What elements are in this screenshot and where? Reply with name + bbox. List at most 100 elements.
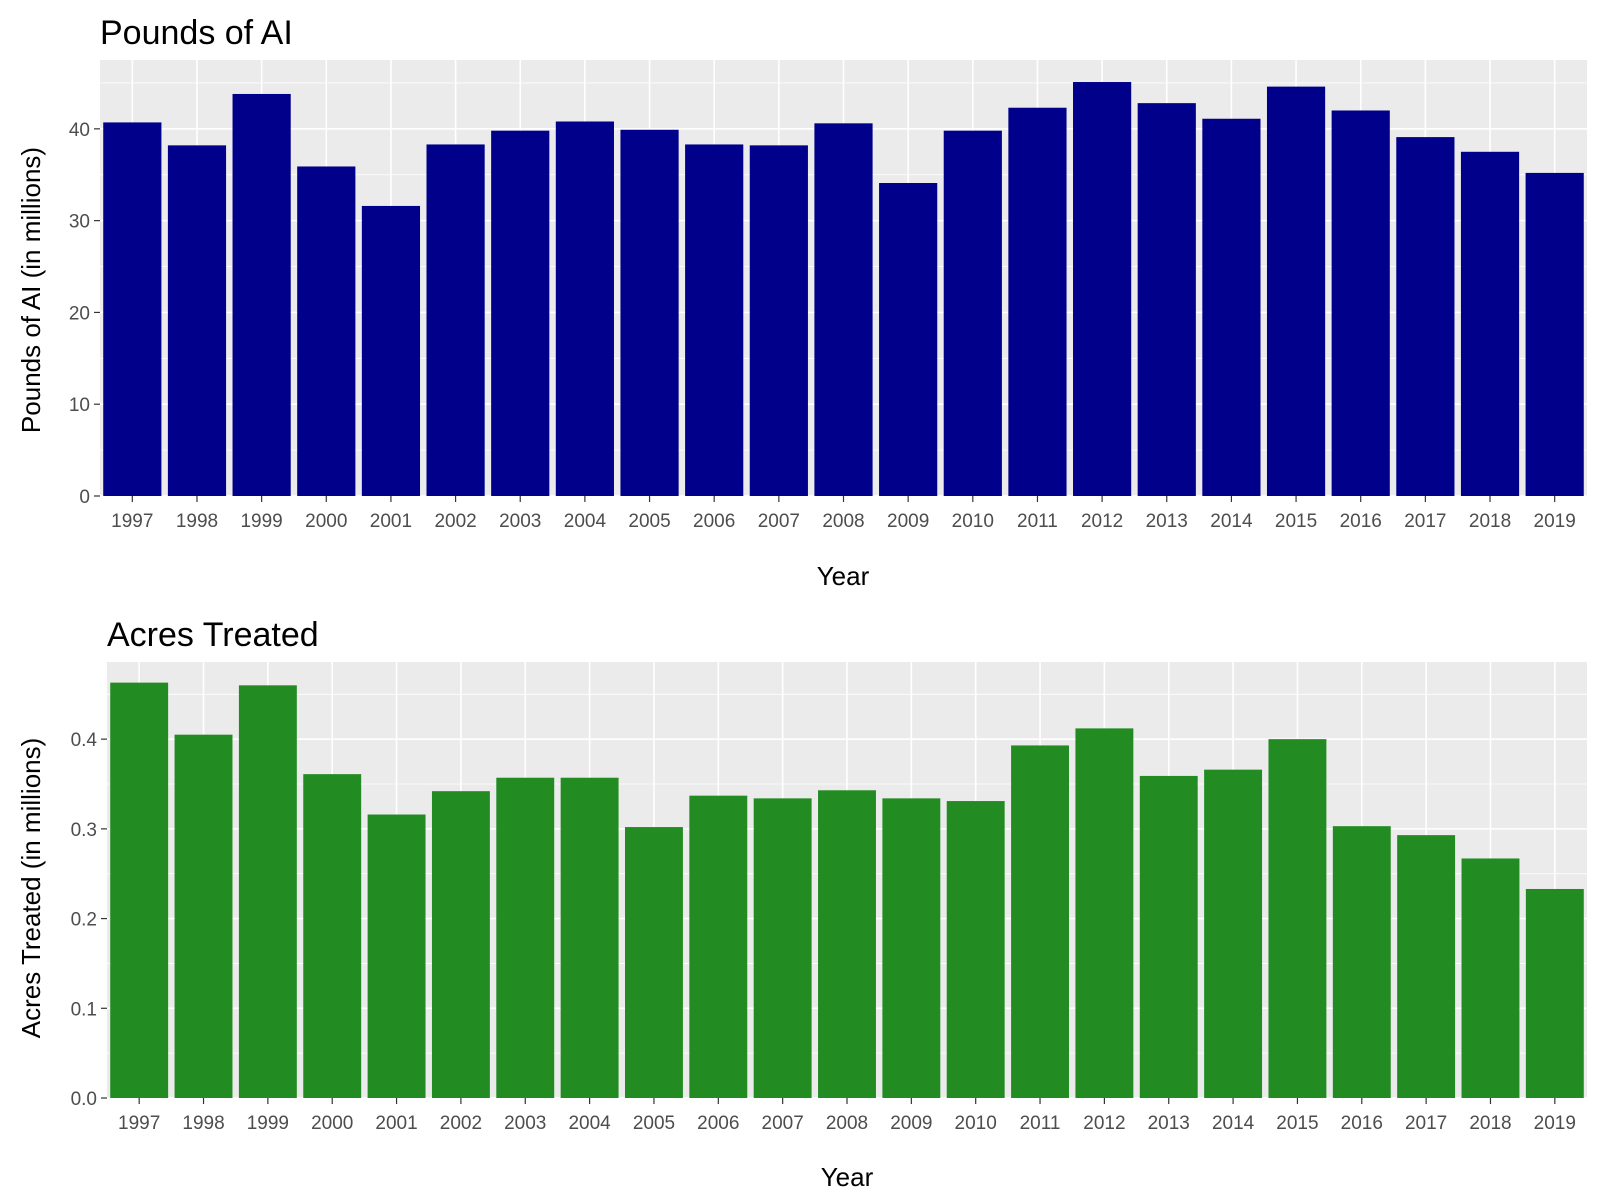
y-axis: 0.0 0.1 0.2 0.3 0.4 — [71, 730, 107, 1110]
bars — [103, 82, 1584, 497]
y-axis: 0 10 20 30 40 — [69, 120, 100, 508]
x-tick-label: 2019 — [1534, 511, 1576, 532]
x-tick-label: 2013 — [1148, 1113, 1190, 1134]
bar-2011 — [1011, 745, 1069, 1098]
bar-2014 — [1202, 118, 1261, 496]
x-tick-label: 2012 — [1083, 1113, 1125, 1134]
x-tick-label: 2017 — [1405, 1113, 1447, 1134]
bar-2003 — [496, 777, 555, 1098]
x-tick-label: 2014 — [1210, 511, 1253, 532]
x-tick-label: 2007 — [758, 511, 800, 532]
x-tick-label: 2006 — [697, 1113, 739, 1134]
bar-2010 — [946, 801, 1005, 1098]
y-axis-title: Pounds of AI (in millions) — [16, 147, 46, 433]
x-tick-label: 2016 — [1341, 1113, 1383, 1134]
bar-1998 — [174, 734, 233, 1098]
y-tick-label: 0.0 — [71, 1089, 97, 1110]
x-axis: 1997 1998 1999 2000 2001 2002 2003 2004 2005 2006… — [118, 1098, 1576, 1134]
y-tick-label: 20 — [69, 303, 90, 324]
bar-2006 — [689, 795, 748, 1098]
x-tick-label: 1997 — [118, 1113, 160, 1134]
x-axis: 1997 1998 1999 2000 2001 2002 2003 2004 2005 2006… — [111, 496, 1576, 532]
y-tick-label: 0 — [79, 487, 90, 508]
x-tick-label: 1998 — [176, 511, 218, 532]
chart-title: Pounds of AI — [100, 14, 293, 52]
x-tick-label: 2002 — [434, 511, 476, 532]
bar-2009 — [879, 182, 938, 496]
x-tick-label: 2011 — [1017, 511, 1058, 532]
x-tick-label: 2001 — [375, 1113, 417, 1134]
bar-2019 — [1525, 888, 1584, 1098]
bar-2015 — [1268, 739, 1327, 1098]
y-tick-label: 0.3 — [71, 820, 97, 841]
y-tick-label: 40 — [69, 120, 90, 141]
y-tick-label: 0.2 — [71, 910, 97, 931]
bar-2012 — [1073, 82, 1132, 496]
x-tick-label: 2006 — [693, 511, 735, 532]
bar-2006 — [685, 144, 744, 496]
x-tick-label: 2018 — [1469, 511, 1511, 532]
bar-2004 — [560, 777, 619, 1098]
y-axis-title: Acres Treated (in millions) — [16, 738, 46, 1039]
y-tick-label: 0.1 — [71, 999, 97, 1020]
bar-2002 — [426, 144, 485, 496]
x-tick-label: 2008 — [826, 1113, 868, 1134]
x-tick-label: 2000 — [305, 511, 347, 532]
x-tick-label: 1997 — [111, 511, 153, 532]
bar-2000 — [297, 166, 356, 497]
bar-2015 — [1266, 86, 1326, 496]
bar-2001 — [367, 814, 426, 1098]
x-tick-label: 2018 — [1469, 1113, 1511, 1134]
bar-2004 — [555, 121, 614, 496]
x-tick-label: 2009 — [887, 511, 929, 532]
bar-2003 — [491, 130, 550, 496]
bar-2014 — [1204, 769, 1263, 1098]
bar-2007 — [753, 798, 812, 1098]
chart-title: Acres Treated — [107, 616, 319, 654]
x-axis-title: Year — [821, 1162, 874, 1192]
x-tick-label: 2010 — [955, 1113, 997, 1134]
x-tick-label: 2005 — [628, 511, 670, 532]
bar-2002 — [431, 791, 490, 1098]
bar-2016 — [1331, 110, 1390, 497]
bar-2000 — [303, 774, 362, 1098]
x-tick-label: 2007 — [762, 1113, 804, 1134]
x-tick-label: 2008 — [822, 511, 864, 532]
y-tick-label: 0.4 — [71, 730, 98, 751]
y-tick-label: 10 — [69, 395, 90, 416]
bar-2018 — [1460, 151, 1520, 496]
bar-2009 — [882, 798, 941, 1098]
bar-2011 — [1008, 107, 1067, 496]
x-tick-label: 1998 — [182, 1113, 224, 1134]
bar-2008 — [818, 790, 876, 1098]
x-tick-label: 2010 — [952, 511, 994, 532]
y-tick-label: 30 — [69, 212, 90, 233]
bar-2017 — [1396, 137, 1455, 497]
x-tick-label: 2003 — [504, 1113, 546, 1134]
x-tick-label: 2011 — [1020, 1113, 1061, 1134]
bar-2005 — [620, 129, 679, 496]
bar-2010 — [943, 130, 1002, 496]
x-tick-label: 2004 — [568, 1113, 611, 1134]
bar-2005 — [625, 827, 683, 1098]
bar-2019 — [1525, 172, 1584, 496]
x-tick-label: 2009 — [890, 1113, 932, 1134]
x-tick-label: 2012 — [1081, 511, 1123, 532]
bar-1999 — [232, 93, 291, 497]
pounds-of-ai-chart: Pounds of AI 0 10 20 30 40 1997 1998 1999 2000 2… — [16, 14, 1587, 591]
x-tick-label: 2013 — [1146, 511, 1188, 532]
x-tick-label: 2005 — [633, 1113, 675, 1134]
x-tick-label: 2004 — [564, 511, 607, 532]
bars — [110, 682, 1584, 1098]
x-tick-label: 2001 — [370, 511, 412, 532]
x-tick-label: 1999 — [247, 1113, 289, 1134]
x-tick-label: 2015 — [1275, 511, 1317, 532]
acres-treated-chart: Acres Treated 0.0 0.1 0.2 0.3 0.4 1997 1998 19… — [16, 616, 1587, 1192]
bar-2017 — [1397, 835, 1456, 1098]
x-tick-label: 2015 — [1276, 1113, 1318, 1134]
bar-2013 — [1139, 775, 1198, 1098]
bar-2012 — [1075, 728, 1134, 1098]
x-tick-label: 2014 — [1212, 1113, 1255, 1134]
x-axis-title: Year — [817, 561, 870, 591]
